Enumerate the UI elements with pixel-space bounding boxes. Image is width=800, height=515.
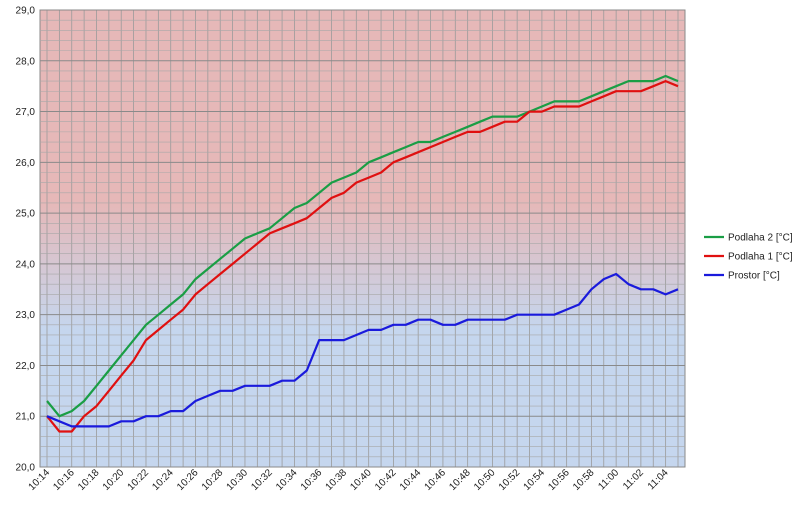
- x-tick-label: 11:02: [621, 467, 646, 492]
- legend: Podlaha 2 [°C] Podlaha 1 [°C] Prostor [°C]: [704, 233, 793, 282]
- x-tick-label: 10:46: [423, 467, 449, 493]
- x-tick-label: 10:38: [324, 467, 350, 493]
- y-tick-label: 24,0: [16, 259, 36, 270]
- x-tick-label: 10:50: [472, 467, 498, 493]
- y-tick-label: 26,0: [16, 158, 36, 169]
- x-tick-label: 10:28: [200, 467, 226, 493]
- legend-label: Podlaha 2 [°C]: [728, 233, 793, 244]
- y-axis-tick-labels: 20,0 21,0 22,0 23,0 24,0 25,0 26,0 27,0 28,0 29,0: [16, 6, 36, 474]
- series-lines: [46, 74, 679, 433]
- y-tick-label: 28,0: [16, 56, 36, 67]
- y-tick-label: 27,0: [16, 107, 36, 118]
- x-tick-label: 10:32: [249, 467, 275, 493]
- x-tick-label: 10:52: [497, 467, 523, 493]
- x-tick-label: 10:26: [175, 467, 201, 493]
- x-tick-label: 10:44: [398, 467, 424, 493]
- x-tick-label: 10:36: [299, 467, 325, 493]
- series-line: [46, 79, 679, 433]
- x-tick-label: 10:30: [225, 467, 251, 493]
- y-tick-label: 21,0: [16, 412, 36, 423]
- x-tick-label: 10:18: [76, 467, 102, 493]
- x-tick-label: 10:48: [447, 467, 473, 493]
- x-axis-tick-labels: 10:14 10:16 10:18 10:20 10:22 10:24 10:26 10:28…: [27, 467, 671, 493]
- x-tick-label: 10:24: [150, 467, 176, 493]
- x-tick-label: 10:20: [101, 467, 127, 493]
- legend-label: Podlaha 1 [°C]: [728, 252, 793, 263]
- x-tick-label: 10:58: [571, 467, 597, 493]
- plot-area: [39, 9, 686, 468]
- y-tick-label: 20,0: [16, 463, 36, 474]
- x-tick-label: 10:56: [546, 467, 572, 493]
- series-line: [46, 74, 679, 418]
- x-tick-label: 11:04: [646, 467, 671, 492]
- y-tick-label: 25,0: [16, 209, 36, 220]
- legend-label: Prostor [°C]: [728, 271, 780, 282]
- y-tick-label: 22,0: [16, 361, 36, 372]
- x-tick-label: 10:54: [522, 467, 548, 493]
- x-tick-label: 11:00: [596, 467, 621, 492]
- x-tick-label: 10:40: [348, 467, 374, 493]
- y-tick-label: 29,0: [16, 6, 36, 17]
- y-tick-label: 23,0: [16, 310, 36, 321]
- x-tick-label: 10:16: [51, 467, 77, 493]
- x-tick-label: 10:34: [274, 467, 300, 493]
- x-tick-label: 10:42: [373, 467, 399, 493]
- vertical-gridlines: [46, 10, 679, 467]
- series-line: [46, 272, 679, 428]
- horizontal-gridlines: [40, 9, 685, 468]
- x-tick-label: 10:22: [126, 467, 152, 493]
